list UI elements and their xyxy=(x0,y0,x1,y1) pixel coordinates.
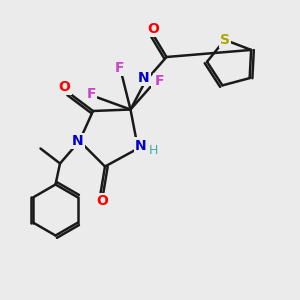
Text: O: O xyxy=(58,80,70,94)
Text: F: F xyxy=(154,74,164,88)
Text: H: H xyxy=(149,143,158,157)
Text: N: N xyxy=(135,139,147,152)
Text: O: O xyxy=(147,22,159,35)
Text: O: O xyxy=(96,194,108,208)
Text: N: N xyxy=(138,71,150,85)
Text: H: H xyxy=(152,77,162,91)
Text: S: S xyxy=(220,33,230,47)
Text: N: N xyxy=(72,134,84,148)
Text: F: F xyxy=(115,61,125,74)
Text: F: F xyxy=(87,88,96,101)
